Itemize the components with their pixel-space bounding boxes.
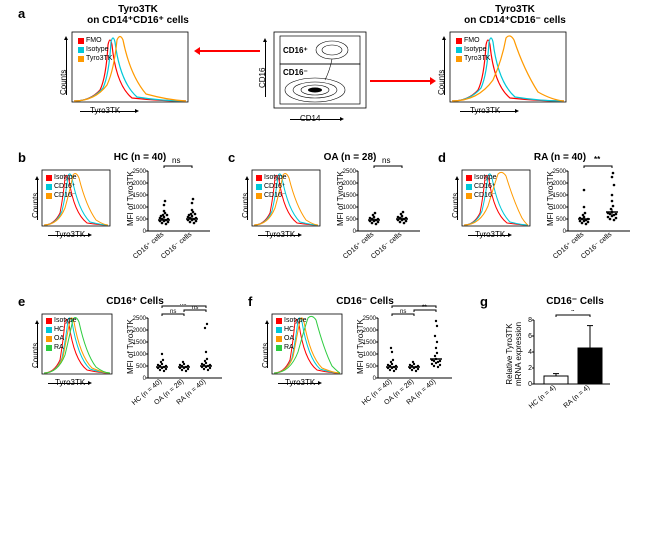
arrow-icon: [48, 383, 88, 384]
arrow-icon: [290, 119, 340, 120]
svg-text:500: 500: [556, 217, 567, 223]
svg-text:CD16⁻ cells: CD16⁻ cells: [370, 231, 404, 261]
svg-text:0: 0: [143, 376, 147, 382]
arrow-icon: [278, 383, 318, 384]
arrow-icon: [468, 235, 508, 236]
arrow-icon: [37, 324, 38, 368]
arrow-icon: [80, 111, 135, 112]
svg-text:500: 500: [136, 364, 147, 370]
svg-text:CD16⁻ cells: CD16⁻ cells: [160, 231, 194, 261]
svg-text:500: 500: [346, 217, 357, 223]
svg-text:0: 0: [353, 229, 357, 235]
arrow-icon: [258, 235, 298, 236]
arrow-icon: [48, 235, 88, 236]
panel-f-label: f: [248, 294, 252, 309]
panel-d-annot: **: [594, 155, 600, 164]
panel-c-annot: ns: [382, 156, 390, 165]
arrow-icon: [457, 180, 458, 220]
panel-b-scatter: 05001000150020002500 CD16⁺ cells CD16⁻ c…: [122, 165, 217, 265]
panel-e-scatter: 05001000150020002500 ns ns ns HC (n = 40…: [122, 304, 232, 424]
panel-c-title: OA (n = 28): [280, 152, 420, 163]
svg-text:500: 500: [136, 217, 147, 223]
panel-e-legend: Isotype HC OA RA: [46, 316, 77, 352]
arrow-icon: [247, 180, 248, 220]
svg-text:2: 2: [528, 365, 532, 372]
arrow-icon: [265, 42, 266, 97]
panel-a-center-plot: [260, 28, 370, 120]
svg-text:HC (n = 4): HC (n = 4): [528, 384, 557, 410]
svg-text:ns: ns: [192, 305, 198, 311]
panel-b-legend: Isotype CD16⁺ CD16⁻: [46, 173, 77, 200]
svg-text:ns: ns: [170, 309, 176, 315]
arrow-icon: [267, 324, 268, 368]
gate-label-cd16neg: CD16⁻: [283, 68, 308, 77]
svg-text:0: 0: [528, 381, 532, 388]
panel-f-hist-ylabel: Counts: [261, 343, 270, 368]
svg-text:0: 0: [563, 229, 567, 235]
panel-c-scatter-ylabel: MFI of Tyro3TK: [336, 171, 345, 226]
svg-text:0: 0: [143, 229, 147, 235]
panel-a-left-legend: FMO Isotype Tyro3TK: [78, 36, 112, 63]
svg-text:8: 8: [528, 317, 532, 324]
panel-a-right-title: Tyro3TK on CD14⁺CD16⁻ cells: [440, 4, 590, 26]
panel-d-title: RA (n = 40): [490, 152, 630, 163]
arrow-icon: [460, 111, 515, 112]
panel-c-label: c: [228, 150, 235, 165]
panel-d-legend: Isotype CD16⁺ CD16⁻: [466, 173, 497, 200]
panel-d-scatter-ylabel: MFI of Tyro3TK: [546, 171, 555, 226]
panel-b-hist-ylabel: Counts: [31, 193, 40, 218]
panel-g-bar-ylabel: Relative Tyro3TK mRNA expression: [505, 322, 523, 386]
panel-f-legend: Isotype HC OA RA: [276, 316, 307, 352]
svg-text:0: 0: [373, 376, 377, 382]
svg-text:***: ***: [410, 304, 418, 307]
panel-d-scatter: 05001000150020002500 CD16⁺ cells CD16⁻ c…: [542, 165, 637, 265]
panel-f-scatter-ylabel: MFI of Tyro3TK: [356, 319, 365, 374]
svg-text:**: **: [422, 305, 427, 311]
panel-g-label: g: [480, 294, 488, 309]
panel-d-label: d: [438, 150, 446, 165]
panel-c-legend: Isotype CD16⁺ CD16⁻: [256, 173, 287, 200]
panel-e-hist-ylabel: Counts: [31, 343, 40, 368]
panel-b-title: HC (n = 40): [70, 152, 210, 163]
panel-f-scatter: 05001000150020002500 ns ** *** HC (n = 4…: [352, 304, 462, 424]
panel-e-label: e: [18, 294, 25, 309]
panel-c-hist-ylabel: Counts: [241, 193, 250, 218]
svg-text:6: 6: [528, 333, 532, 340]
panel-d-hist-ylabel: Counts: [451, 193, 460, 218]
arrow-icon: [444, 40, 445, 95]
panel-b-label: b: [18, 150, 26, 165]
arrow-icon: [66, 40, 67, 95]
gate-label-cd16pos: CD16⁺: [283, 46, 308, 55]
svg-text:ns: ns: [400, 309, 406, 315]
svg-text:*: *: [571, 310, 575, 316]
panel-c-scatter: 05001000150020002500 CD16⁺ cells CD16⁻ c…: [332, 165, 427, 265]
arrow-icon: [37, 180, 38, 220]
svg-text:CD16⁻ cells: CD16⁻ cells: [580, 231, 614, 261]
panel-a-right-legend: FMO Isotype Tyro3TK: [456, 36, 490, 63]
panel-b-scatter-ylabel: MFI of Tyro3TK: [126, 171, 135, 226]
panel-e-scatter-ylabel: MFI of Tyro3TK: [126, 319, 135, 374]
panel-g-title: CD16⁻ Cells: [520, 296, 630, 307]
panel-a-left-title: Tyro3TK on CD14⁺CD16⁺ cells: [68, 4, 208, 26]
panel-b-annot: ns: [172, 156, 180, 165]
svg-text:RA (n = 4): RA (n = 4): [562, 384, 591, 410]
red-arrow-icon: [370, 80, 430, 82]
red-arrow-icon: [200, 50, 260, 52]
svg-text:4: 4: [528, 349, 532, 356]
svg-text:ns: ns: [180, 304, 186, 307]
panel-a-label: a: [18, 6, 25, 21]
svg-text:500: 500: [366, 364, 377, 370]
